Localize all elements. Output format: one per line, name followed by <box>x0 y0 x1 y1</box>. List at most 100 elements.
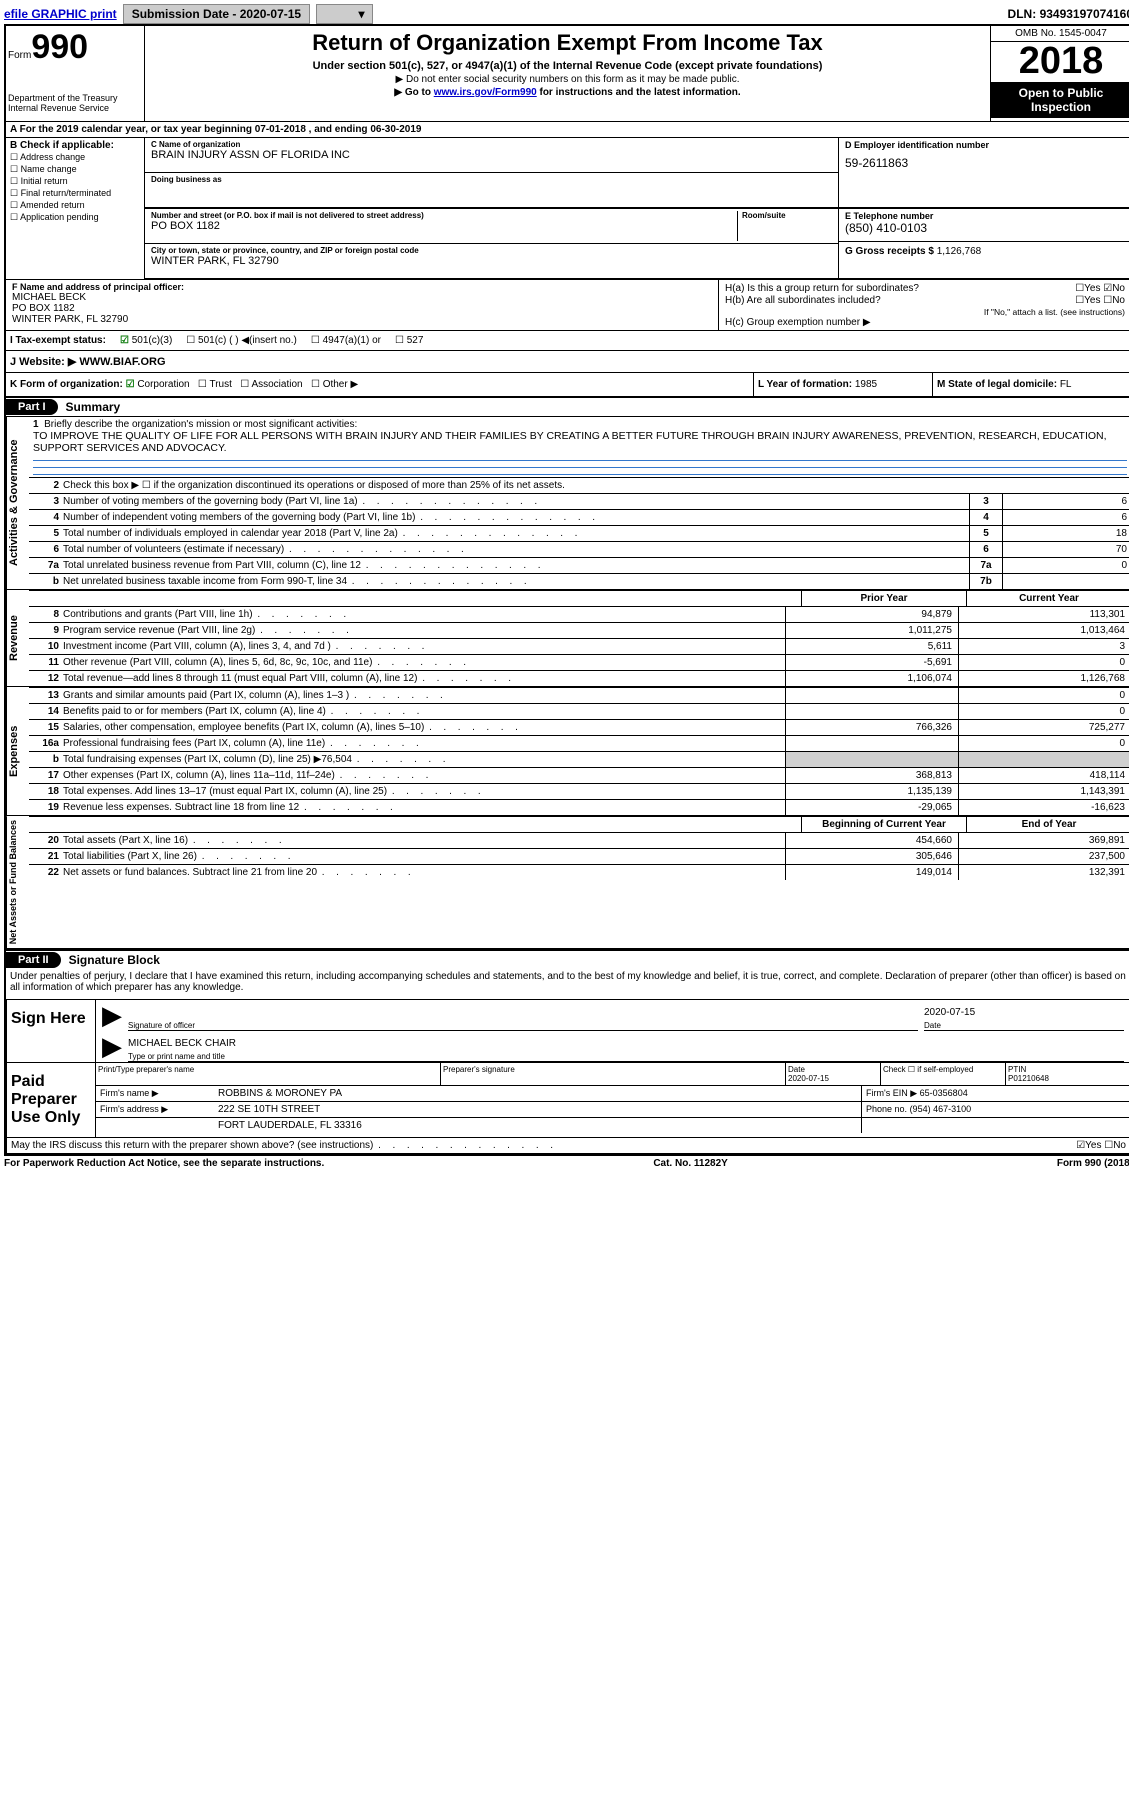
address-box: Number and street (or P.O. box if mail i… <box>145 209 838 244</box>
sub3-pre: Go to <box>405 87 434 98</box>
footer-left: For Paperwork Reduction Act Notice, see … <box>4 1158 324 1169</box>
form-header: Form990 Department of the Treasury Inter… <box>6 26 1129 122</box>
part-2-title: Signature Block <box>69 953 160 967</box>
ag-line-b: bNet unrelated business taxable income f… <box>29 573 1129 589</box>
efile-link[interactable]: efile GRAPHIC print <box>4 7 117 21</box>
chk-address-change[interactable]: Address change <box>10 152 140 163</box>
chk-initial-return[interactable]: Initial return <box>10 176 140 187</box>
q1-label: Briefly describe the organization's miss… <box>44 419 357 430</box>
dba-label: Doing business as <box>151 175 832 184</box>
sub3-post: for instructions and the latest informat… <box>537 87 741 98</box>
tax-status-label: I Tax-exempt status: <box>10 335 106 346</box>
prep-ptin-col: PTINP01210648 <box>1006 1063 1129 1085</box>
part-2-tag: Part II <box>6 952 61 968</box>
side-exp: Expenses <box>6 687 29 815</box>
phone-value: (850) 410-0103 <box>845 221 1125 235</box>
hb-label: H(b) Are all subordinates included? <box>725 295 881 306</box>
chk-4947[interactable]: 4947(a)(1) or <box>311 335 381 346</box>
sig-date-value: 2020-07-15 <box>924 1007 975 1018</box>
rev-line-10: 10Investment income (Part VIII, column (… <box>29 638 1129 654</box>
ag-line-4: 4Number of independent voting members of… <box>29 509 1129 525</box>
officer-addr1: PO BOX 1182 <box>12 303 712 314</box>
phone-label: E Telephone number <box>845 211 1125 221</box>
discuss-answer[interactable]: ☑Yes ☐No <box>1076 1140 1126 1151</box>
instructions-link[interactable]: www.irs.gov/Form990 <box>434 87 537 98</box>
form-word: Form <box>8 50 31 61</box>
dropdown-button[interactable]: ▾ <box>316 4 373 24</box>
chk-501c[interactable]: 501(c) ( ) ◀(insert no.) <box>186 335 297 346</box>
officer-sig-label: Signature of officer <box>128 1021 195 1030</box>
officer-name: MICHAEL BECK <box>12 292 712 303</box>
l-label: L Year of formation: <box>758 379 852 390</box>
rev-line-12: 12Total revenue—add lines 8 through 11 (… <box>29 670 1129 686</box>
paid-preparer-label: Paid Preparer Use Only <box>7 1063 96 1137</box>
sig-date-label: Date <box>924 1021 941 1030</box>
column-c-to-g: C Name of organization BRAIN INJURY ASSN… <box>145 138 1129 279</box>
top-bar: efile GRAPHIC print Submission Date - 20… <box>4 4 1129 24</box>
dept-label: Department of the Treasury <box>8 93 138 103</box>
chk-application-pending[interactable]: Application pending <box>10 212 140 223</box>
q2-text: Check this box ▶ ☐ if the organization d… <box>61 478 1129 493</box>
gross-receipts-value: 1,126,768 <box>937 246 982 257</box>
chk-amended-return[interactable]: Amended return <box>10 200 140 211</box>
klm-row: K Form of organization: Corporation Trus… <box>6 373 1129 398</box>
net-line-21: 21Total liabilities (Part X, line 26)305… <box>29 848 1129 864</box>
subtitle-3: ▶ Go to www.irs.gov/Form990 for instruct… <box>153 87 982 98</box>
website-label: J Website: ▶ <box>10 356 76 368</box>
signature-block: Sign Here ▶ Signature of officer 2020-07… <box>6 999 1129 1154</box>
k-trust[interactable]: Trust <box>198 379 232 390</box>
address-value: PO BOX 1182 <box>151 220 737 232</box>
exp-line-b: bTotal fundraising expenses (Part IX, co… <box>29 751 1129 767</box>
officer-box: F Name and address of principal officer:… <box>6 280 719 330</box>
city-box: City or town, state or province, country… <box>145 244 838 278</box>
dln: DLN: 93493197074160 <box>1008 7 1129 21</box>
ag-line-5: 5Total number of individuals employed in… <box>29 525 1129 541</box>
hb-note: If "No," attach a list. (see instruction… <box>725 307 1125 317</box>
firm-phone: Phone no. (954) 467-3100 <box>861 1102 1129 1117</box>
tax-year: 2018 <box>991 42 1129 80</box>
phone-receipts-box: E Telephone number (850) 410-0103 G Gros… <box>838 209 1129 278</box>
chk-501c3[interactable]: 501(c)(3) <box>120 335 172 346</box>
city-label: City or town, state or province, country… <box>151 246 832 255</box>
chk-name-change[interactable]: Name change <box>10 164 140 175</box>
officer-label: F Name and address of principal officer: <box>12 282 712 292</box>
ha-label: H(a) Is this a group return for subordin… <box>725 283 919 294</box>
officer-signature-field[interactable]: Signature of officer <box>128 1021 918 1031</box>
m-label: M State of legal domicile: <box>937 379 1057 390</box>
address-label: Number and street (or P.O. box if mail i… <box>151 211 737 220</box>
org-name-value: BRAIN INJURY ASSN OF FLORIDA INC <box>151 149 832 161</box>
submission-date-button[interactable]: Submission Date - 2020-07-15 <box>123 4 310 24</box>
form-number: 990 <box>31 28 88 66</box>
rev-line-11: 11Other revenue (Part VIII, column (A), … <box>29 654 1129 670</box>
k-other[interactable]: Other ▶ <box>311 379 358 390</box>
header-right: OMB No. 1545-0047 2018 Open to Public In… <box>990 26 1129 121</box>
prep-date-val: 2020-07-15 <box>788 1074 829 1083</box>
part-1-tag: Part I <box>6 399 58 415</box>
ag-line-7a: 7aTotal unrelated business revenue from … <box>29 557 1129 573</box>
k-corp[interactable]: Corporation <box>126 379 190 390</box>
k-assoc[interactable]: Association <box>240 379 302 390</box>
chk-527[interactable]: 527 <box>395 335 423 346</box>
hb-answer[interactable]: ☐Yes ☐No <box>1075 295 1125 306</box>
ein-label: D Employer identification number <box>845 140 1125 150</box>
row-a-tax-year: A For the 2019 calendar year, or tax yea… <box>6 122 1129 138</box>
hc-label: H(c) Group exemption number ▶ <box>725 317 1125 328</box>
col-b-header: B Check if applicable: <box>10 140 140 151</box>
chk-final-return[interactable]: Final return/terminated <box>10 188 140 199</box>
officer-h-row: F Name and address of principal officer:… <box>6 280 1129 330</box>
prep-check-col[interactable]: Check ☐ if self-employed <box>881 1063 1006 1085</box>
exp-line-13: 13Grants and similar amounts paid (Part … <box>29 687 1129 703</box>
subtitle-2: Do not enter social security numbers on … <box>153 74 982 85</box>
entity-block: B Check if applicable: Address change Na… <box>6 138 1129 280</box>
side-net: Net Assets or Fund Balances <box>6 816 29 948</box>
org-name-label: C Name of organization <box>151 140 832 149</box>
ptin-value: P01210648 <box>1008 1074 1049 1083</box>
q1-box: 1 Briefly describe the organization's mi… <box>29 417 1129 477</box>
hdr-curr: Current Year <box>966 591 1129 606</box>
ha-answer[interactable]: ☐Yes ☑No <box>1075 283 1125 294</box>
submission-label: Submission Date <box>132 7 229 21</box>
open-inspection: Open to Public Inspection <box>991 82 1129 118</box>
prep-sig-lbl: Preparer's signature <box>441 1063 786 1085</box>
h-block: H(a) Is this a group return for subordin… <box>719 280 1129 330</box>
exp-line-15: 15Salaries, other compensation, employee… <box>29 719 1129 735</box>
